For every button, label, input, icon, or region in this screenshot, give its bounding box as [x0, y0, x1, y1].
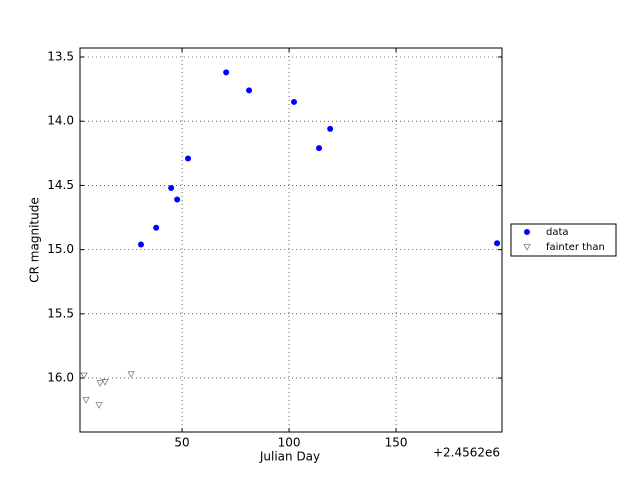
y-tick-label: 15.0 — [47, 242, 74, 256]
y-axis-label: CR magnitude — [28, 197, 42, 282]
data-point — [95, 402, 103, 409]
x-offset-label: +2.4562e6 — [433, 446, 500, 460]
data-point — [82, 396, 90, 404]
y-tick-label: 15.5 — [47, 306, 74, 320]
x-axis-label: Julian Day — [259, 450, 320, 464]
data-point — [246, 87, 253, 94]
data-point — [223, 69, 230, 76]
x-tick-label: 150 — [385, 436, 408, 450]
data-point — [137, 241, 144, 248]
plot-frame — [79, 47, 503, 433]
data-point — [168, 184, 175, 191]
y-tick-label: 16.0 — [47, 371, 74, 385]
data-point — [127, 371, 135, 379]
y-tick-label: 13.5 — [47, 49, 74, 63]
x-tick-label: 100 — [278, 436, 301, 450]
data-point — [101, 379, 109, 386]
data-point — [316, 145, 323, 152]
x-tick-label: 50 — [174, 436, 189, 450]
data-point — [185, 155, 192, 162]
data-point — [290, 98, 297, 105]
data-point — [153, 224, 160, 231]
legend-box — [510, 223, 617, 257]
data-point — [494, 240, 501, 247]
data-point — [80, 372, 88, 380]
legend-label: data — [546, 227, 569, 238]
y-tick-label: 14.0 — [47, 114, 74, 128]
legend-label: fainter than — [546, 242, 605, 253]
data-point — [327, 125, 334, 132]
data-point — [174, 196, 181, 203]
legend-marker — [523, 244, 531, 251]
legend-marker — [524, 229, 530, 235]
y-tick-label: 14.5 — [47, 178, 74, 192]
data-point — [96, 380, 104, 388]
